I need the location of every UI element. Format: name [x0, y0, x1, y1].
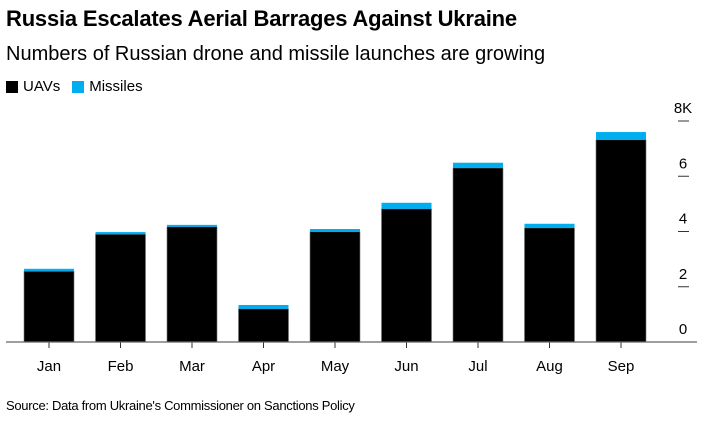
legend-swatch-missiles: [72, 80, 85, 93]
x-tick-label-jun: Jun: [394, 358, 418, 375]
bar-missiles-feb: [95, 232, 146, 235]
y-tick-label-6000: 6: [679, 155, 687, 172]
x-tick-label-sep: Sep: [608, 358, 635, 375]
x-tick-label-jan: Jan: [37, 358, 61, 375]
bar-uavs-sep: [595, 139, 647, 343]
bar-missiles-mar: [167, 224, 217, 227]
source-note: Source: Data from Ukraine's Commissioner…: [6, 398, 355, 413]
legend-label-uavs: UAVs: [23, 78, 61, 95]
bar-uavs-jul: [452, 167, 504, 343]
legend-label-missiles: Missiles: [89, 78, 143, 95]
bar-uavs-jan: [23, 270, 75, 343]
x-tick-label-mar: Mar: [179, 358, 205, 375]
y-tick-label-2000: 2: [679, 266, 687, 283]
x-tick-label-feb: Feb: [108, 358, 134, 375]
legend: UAVs Missiles: [6, 78, 155, 95]
bar-uavs-aug: [524, 227, 575, 343]
bar-missiles-jun: [381, 202, 432, 209]
bar-uavs-may: [309, 231, 361, 343]
x-tick-label-apr: Apr: [252, 358, 275, 375]
bar-missiles-jul: [453, 162, 503, 168]
legend-swatch-uavs: [6, 80, 18, 93]
x-tick-label-may: May: [321, 358, 350, 375]
bar-uavs-feb: [95, 233, 146, 343]
legend-item-uavs: UAVs: [6, 78, 60, 95]
chart-title: Russia Escalates Aerial Barrages Against…: [6, 6, 517, 31]
bar-uavs-jun: [381, 208, 432, 343]
chart-subtitle: Numbers of Russian drone and missile lau…: [6, 43, 546, 65]
bar-missiles-may: [310, 229, 360, 232]
y-tick-label-0: 0: [679, 321, 687, 338]
y-tick-label-8000: 8K: [674, 100, 692, 117]
bar-missiles-apr: [238, 304, 289, 309]
x-tick-label-aug: Aug: [536, 358, 563, 375]
bar-uavs-apr: [238, 308, 289, 343]
legend-item-missiles: Missiles: [72, 78, 143, 95]
bar-uavs-mar: [166, 226, 218, 343]
bar-missiles-jan: [24, 268, 74, 272]
bar-missiles-aug: [524, 223, 575, 228]
x-tick-label-jul: Jul: [468, 358, 487, 375]
y-tick-label-4000: 4: [679, 211, 687, 228]
bar-missiles-sep: [596, 132, 646, 140]
